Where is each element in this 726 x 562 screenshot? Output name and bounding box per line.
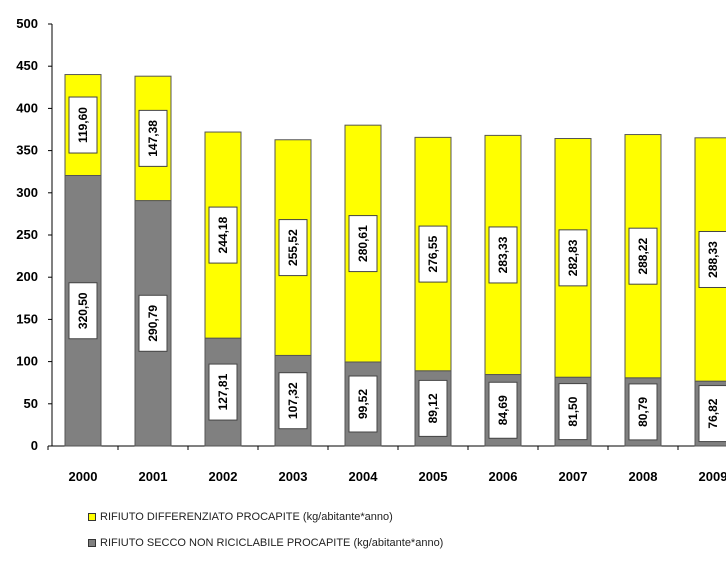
data-label-secco-2003: 107,32 (278, 372, 308, 430)
data-label-box (278, 372, 308, 430)
data-label-text: 81,50 (566, 396, 580, 426)
y-tick-label: 50 (24, 396, 38, 411)
y-tick-label: 350 (16, 143, 38, 158)
legend-label-secco: RIFIUTO SECCO NON RICICLABILE PROCAPITE … (100, 536, 444, 549)
y-tick-label: 450 (16, 58, 38, 73)
data-label-box (558, 383, 588, 441)
data-label-box (208, 206, 238, 264)
data-label-differenziato-2001: 147,38 (138, 109, 168, 167)
data-label-text: 80,79 (636, 397, 650, 427)
data-label-box (68, 96, 98, 154)
data-label-secco-2006: 84,69 (488, 381, 518, 439)
data-label-text: 147,38 (146, 120, 160, 157)
data-label-text: 280,61 (356, 225, 370, 262)
data-label-differenziato-2009: 288,33 (698, 230, 726, 288)
x-tick-label-2003: 2003 (279, 469, 308, 484)
data-label-secco-2001: 290,79 (138, 294, 168, 352)
chart-legend: RIFIUTO DIFFERENZIATO PROCAPITE (kg/abit… (88, 510, 443, 562)
data-label-box (558, 229, 588, 287)
x-tick-label-2000: 2000 (69, 469, 98, 484)
y-tick-label: 0 (31, 438, 38, 453)
data-label-box (348, 215, 378, 273)
data-label-differenziato-2002: 244,18 (208, 206, 238, 264)
data-label-text: 107,32 (286, 382, 300, 419)
data-label-secco-2008: 80,79 (628, 383, 658, 441)
legend-label-differenziato: RIFIUTO DIFFERENZIATO PROCAPITE (kg/abit… (100, 510, 393, 523)
chart-axes: 0 50 100 150 200 250 300 350 400 450 500 2000 2001 20… (16, 16, 726, 484)
legend-swatch-secco (88, 538, 96, 547)
data-label-differenziato-2004: 280,61 (348, 215, 378, 273)
data-label-differenziato-2005: 276,55 (418, 225, 448, 283)
data-label-box (628, 383, 658, 441)
y-tick-label: 500 (16, 16, 38, 31)
legend-item-differenziato: RIFIUTO DIFFERENZIATO PROCAPITE (kg/abit… (88, 510, 443, 523)
data-label-differenziato-2006: 283,33 (488, 226, 518, 284)
data-label-text: 244,18 (216, 216, 230, 253)
data-label-differenziato-2000: 119,60 (68, 96, 98, 154)
chart-data-labels: 320,50 119,60 290,79 147,38 127,81 244,18 107,… (68, 96, 726, 443)
data-label-text: 89,12 (426, 393, 440, 423)
data-label-text: 290,79 (146, 305, 160, 342)
data-label-box (418, 225, 448, 283)
data-label-text: 282,83 (566, 239, 580, 276)
data-label-secco-2007: 81,50 (558, 383, 588, 441)
y-tick-label: 200 (16, 269, 38, 284)
x-tick-label-2006: 2006 (489, 469, 518, 484)
x-tick-label-2007: 2007 (559, 469, 588, 484)
y-tick-label: 100 (16, 354, 38, 369)
data-label-text: 99,52 (356, 389, 370, 419)
data-label-secco-2009: 76,82 (698, 385, 726, 443)
x-tick-label-2001: 2001 (139, 469, 168, 484)
data-label-secco-2005: 89,12 (418, 379, 448, 437)
data-label-box (488, 226, 518, 284)
legend-item-secco: RIFIUTO SECCO NON RICICLABILE PROCAPITE … (88, 536, 443, 549)
data-label-text: 255,52 (286, 229, 300, 266)
y-tick-label: 400 (16, 100, 38, 115)
y-tick-label: 150 (16, 311, 38, 326)
data-label-differenziato-2008: 288,22 (628, 227, 658, 285)
data-label-text: 283,33 (496, 236, 510, 273)
data-label-box (488, 381, 518, 439)
x-tick-label-2008: 2008 (629, 469, 658, 484)
data-label-text: 288,22 (636, 238, 650, 275)
stacked-bar-chart: 0 50 100 150 200 250 300 350 400 450 500 2000 2001 20… (16, 16, 726, 484)
x-tick-label-2002: 2002 (209, 469, 238, 484)
data-label-differenziato-2003: 255,52 (278, 219, 308, 277)
data-label-box (348, 375, 378, 433)
data-label-secco-2002: 127,81 (208, 363, 238, 421)
data-label-box (208, 363, 238, 421)
y-tick-label: 250 (16, 227, 38, 242)
data-label-text: 320,50 (76, 292, 90, 329)
data-label-box (698, 230, 726, 288)
data-label-text: 127,81 (216, 373, 230, 410)
data-label-box (138, 109, 168, 167)
data-label-box (138, 294, 168, 352)
data-label-secco-2000: 320,50 (68, 282, 98, 340)
x-tick-label-2009: 2009 (699, 469, 726, 484)
data-label-secco-2004: 99,52 (348, 375, 378, 433)
data-label-box (68, 282, 98, 340)
data-label-differenziato-2007: 282,83 (558, 229, 588, 287)
y-tick-label: 300 (16, 185, 38, 200)
data-label-box (698, 385, 726, 443)
data-label-text: 276,55 (426, 235, 440, 272)
data-label-box (418, 379, 448, 437)
data-label-text: 288,33 (706, 241, 720, 278)
data-label-text: 84,69 (496, 395, 510, 425)
data-label-box (628, 227, 658, 285)
x-tick-label-2004: 2004 (349, 469, 379, 484)
data-label-box (278, 219, 308, 277)
legend-swatch-differenziato (88, 512, 96, 521)
data-label-text: 76,82 (706, 398, 720, 428)
x-tick-label-2005: 2005 (419, 469, 448, 484)
data-label-text: 119,60 (76, 107, 90, 143)
